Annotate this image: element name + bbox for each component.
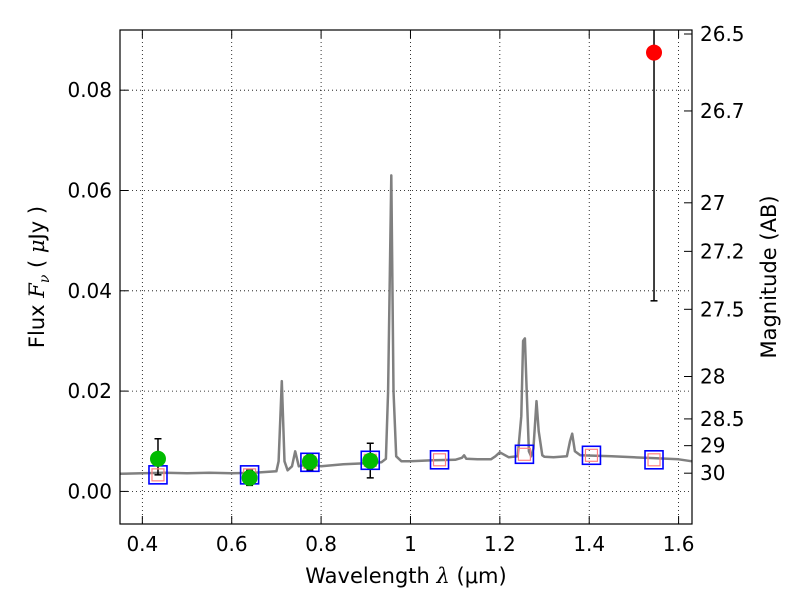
y-axis-label: Flux Fν ( μJy )	[25, 206, 53, 348]
y2-tick-label: 26.7	[700, 99, 745, 123]
model-marker	[429, 450, 450, 470]
y-tick-label: 0.08	[67, 78, 112, 102]
y2-tick-label: 28	[700, 365, 725, 389]
model-marker	[514, 444, 535, 465]
y-tick-label: 0.04	[67, 279, 112, 303]
photometry-points-layer	[149, 44, 663, 486]
x-tick-label: 1.2	[484, 532, 516, 556]
y2-tick-label: 27.2	[700, 239, 745, 263]
tick-marks	[120, 30, 692, 524]
grid-lines	[120, 30, 692, 524]
y-tick-label: 0.00	[67, 479, 112, 503]
x-tick-labels: 0.4 0.6 0.8 1 1.2 1.4 1.6	[126, 532, 694, 556]
plot-frame	[119, 29, 693, 525]
detection-point	[301, 453, 318, 470]
x-axis-label: Wavelength λ (μm)	[305, 564, 506, 588]
x-tick-label: 0.4	[126, 532, 158, 556]
spectrum-layer	[119, 174, 693, 476]
x-tick-label: 0.6	[216, 532, 248, 556]
y2-tick-label: 30	[700, 461, 725, 485]
model-marker-inner	[517, 447, 532, 461]
model-marker-inner	[151, 468, 165, 482]
model-marker	[360, 450, 381, 471]
model-marker-inner	[432, 453, 447, 467]
y-tick-label: 0.02	[67, 379, 112, 403]
y2-tick-label: 28.5	[700, 407, 745, 431]
y-tick-label: 0.06	[67, 178, 112, 202]
x-tick-label: 1.6	[663, 532, 695, 556]
detection-point	[362, 452, 379, 469]
model-marker-inner	[584, 448, 599, 462]
detection-point	[241, 469, 258, 486]
y2-tick-label: 26.5	[700, 22, 745, 46]
model-marker-inner	[647, 453, 661, 467]
y2-tick-label: 27	[700, 191, 725, 215]
y2-tick-labels: 26.5 26.7 27 27.2 27.5 28 28.5 29 30	[700, 22, 745, 485]
model-points-layer	[148, 444, 664, 485]
detection-point	[149, 450, 166, 467]
errorbar-layer	[154, 30, 658, 487]
model-marker	[644, 450, 664, 470]
y-tick-labels: 0.00 0.02 0.04 0.06 0.08	[67, 78, 112, 503]
y2-axis-label: Magnitude (AB)	[757, 195, 781, 358]
upper-limit-point	[646, 44, 663, 61]
x-tick-label: 0.8	[305, 532, 337, 556]
x-tick-label: 1	[404, 532, 417, 556]
y2-tick-label: 29	[700, 434, 725, 458]
y2-tick-label: 27.5	[700, 297, 745, 321]
model-marker	[300, 452, 320, 473]
model-marker	[581, 445, 602, 466]
spectrum-line	[119, 174, 693, 476]
x-tick-label: 1.4	[573, 532, 605, 556]
